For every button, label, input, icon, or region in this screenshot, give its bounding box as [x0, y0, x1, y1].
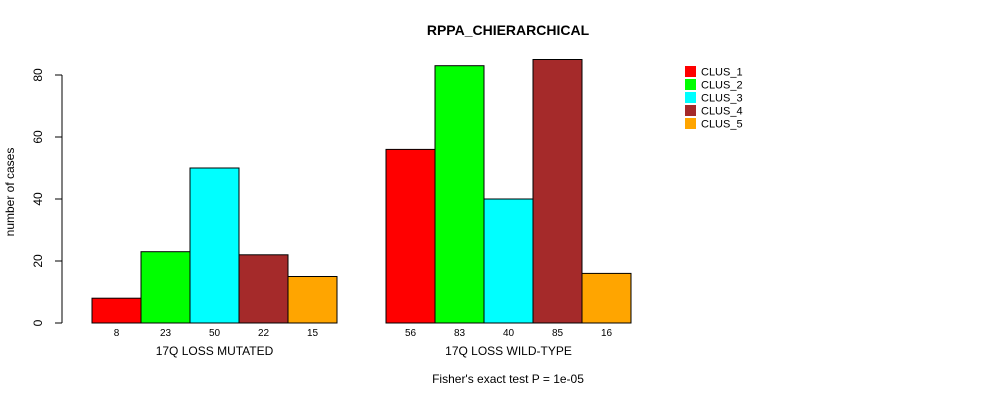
y-tick-label: 40 [31, 192, 45, 206]
y-tick-label: 20 [31, 254, 45, 268]
legend-swatch [685, 118, 696, 129]
legend-swatch [685, 92, 696, 103]
bar-clus4-group2 [532, 59, 583, 324]
bar-count-label: 23 [160, 328, 172, 339]
bar-clus5-group2 [581, 272, 632, 324]
bar-count-label: 85 [552, 328, 564, 339]
bar-clus4-group1 [238, 254, 289, 324]
bar-clus1-group2 [385, 148, 436, 324]
legend-label: CLUS_5 [701, 119, 743, 131]
bar-count-label: 56 [405, 328, 417, 339]
bar-clus3-group2 [483, 198, 534, 324]
legend-label: CLUS_4 [701, 106, 743, 118]
group-label: 17Q LOSS MUTATED [156, 344, 274, 358]
y-tick-label: 0 [31, 319, 45, 326]
footnote: Fisher's exact test P = 1e-05 [432, 372, 584, 386]
bar-count-label: 50 [209, 328, 221, 339]
legend-label: CLUS_1 [701, 67, 743, 79]
group-label: 17Q LOSS WILD-TYPE [445, 344, 572, 358]
y-tick-label: 60 [31, 130, 45, 144]
y-tick-label: 80 [31, 68, 45, 82]
bar-clus3-group1 [189, 167, 240, 324]
y-axis-label: number of cases [3, 148, 17, 237]
legend-label: CLUS_2 [701, 80, 743, 92]
bar-clus5-group1 [287, 276, 338, 324]
chart-title: RPPA_CHIERARCHICAL [427, 22, 590, 38]
bar-count-label: 83 [454, 328, 466, 339]
bar-count-label: 22 [258, 328, 270, 339]
bar-clus2-group2 [434, 65, 485, 324]
bar-count-label: 16 [601, 328, 613, 339]
bar-clus1-group1 [91, 297, 142, 324]
legend-swatch [685, 66, 696, 77]
bar-count-label: 15 [307, 328, 319, 339]
legend-swatch [685, 79, 696, 90]
bar-clus2-group1 [140, 251, 191, 324]
legend-swatch [685, 105, 696, 116]
legend-label: CLUS_3 [701, 93, 743, 105]
bar-count-label: 40 [503, 328, 515, 339]
bar-count-label: 8 [114, 328, 120, 339]
